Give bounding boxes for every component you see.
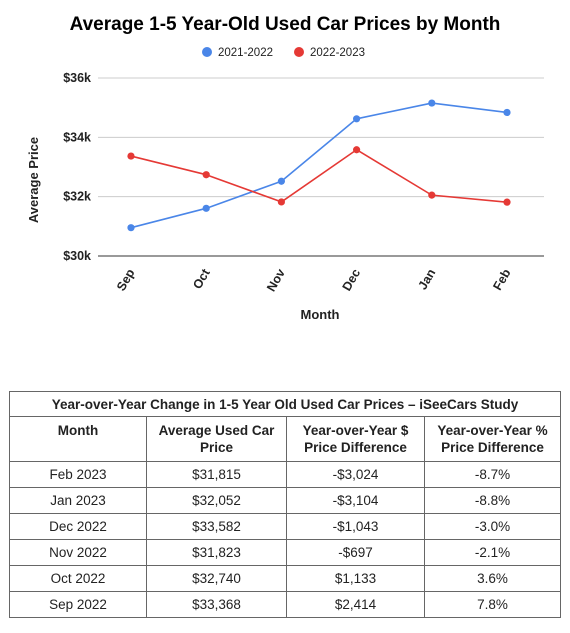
data-point — [202, 171, 210, 179]
data-point — [277, 177, 285, 185]
data-point — [127, 152, 135, 160]
table-header-month: Month — [9, 416, 147, 462]
data-point — [353, 146, 361, 154]
price-change-table: Year-over-Year Change in 1-5 Year Old Us… — [8, 391, 562, 618]
table-row: Oct 2022 $32,740 $1,133 3.6% — [9, 565, 562, 592]
data-point — [202, 204, 210, 212]
series-line — [130, 102, 508, 229]
table-row: Dec 2022 $33,582 -$1,043 -3.0% — [9, 513, 562, 540]
data-point — [277, 198, 285, 206]
table-cell-price: $33,368 — [146, 591, 287, 618]
table-cell-percent-diff: -8.8% — [423, 487, 562, 514]
table-row: Sep 2022 $33,368 $2,414 7.8% — [9, 591, 562, 618]
chart-title: Average 1-5 Year-Old Used Car Prices by … — [70, 14, 501, 35]
x-tick-label: Jan — [416, 267, 439, 293]
chart-svg: Average 1-5 Year-Old Used Car Prices by … — [26, 14, 544, 322]
data-point — [428, 99, 436, 107]
table-cell-percent-diff: 3.6% — [423, 565, 562, 592]
x-tick-label: Dec — [340, 266, 364, 293]
table-cell-price: $32,740 — [146, 565, 287, 592]
table-cell-dollar-diff: -$1,043 — [286, 513, 425, 540]
x-tick-label: Nov — [264, 266, 288, 293]
table-cell-dollar-diff: $1,133 — [286, 565, 425, 592]
y-axis-ticks: $30k $32k $34k $36k — [63, 71, 91, 263]
legend-marker — [294, 47, 304, 57]
legend-marker — [202, 47, 212, 57]
legend-label: 2021-2022 — [218, 47, 273, 59]
table-row: Feb 2023 $31,815 -$3,024 -8.7% — [9, 461, 562, 488]
chart-series — [127, 99, 511, 232]
chart-gridlines — [98, 77, 544, 257]
table-cell-percent-diff: 7.8% — [423, 591, 562, 618]
data-point — [503, 108, 511, 117]
data-point — [428, 191, 436, 199]
price-change-table-container: Year-over-Year Change in 1-5 Year Old Us… — [8, 391, 562, 618]
line-chart: Average 1-5 Year-Old Used Car Prices by … — [26, 14, 544, 322]
table-cell-month: Dec 2022 — [9, 513, 147, 540]
table-row: Jan 2023 $32,052 -$3,104 -8.8% — [9, 487, 562, 514]
table-cell-dollar-diff: $2,414 — [286, 591, 425, 618]
data-point — [503, 198, 511, 206]
legend-label: 2022-2023 — [310, 47, 365, 59]
table-cell-price: $33,582 — [146, 513, 287, 540]
table-cell-percent-diff: -3.0% — [423, 513, 562, 540]
table-cell-price: $31,823 — [146, 539, 287, 566]
table-cell-month: Nov 2022 — [9, 539, 147, 566]
table-cell-month: Oct 2022 — [9, 565, 147, 592]
series-line — [130, 148, 508, 203]
table-cell-price: $32,052 — [146, 487, 287, 514]
table-header-average-price: Average Used Car Price — [146, 416, 287, 462]
table-body: Feb 2023 $31,815 -$3,024 -8.7% Jan 2023 … — [9, 461, 562, 618]
chart-legend: 2021-2022 2022-2023 — [202, 47, 365, 59]
x-tick-label: Sep — [114, 266, 138, 293]
x-tick-label: Oct — [190, 266, 213, 292]
table-cell-dollar-diff: -$697 — [286, 539, 425, 566]
table-cell-month: Sep 2022 — [9, 591, 147, 618]
table-cell-price: $31,815 — [146, 461, 287, 488]
data-point — [127, 224, 135, 232]
y-tick-label: $36k — [63, 71, 91, 85]
table-cell-percent-diff: -2.1% — [423, 539, 562, 566]
y-tick-label: $32k — [63, 190, 91, 204]
table-cell-month: Feb 2023 — [9, 461, 147, 488]
table-header-percent-difference: Year-over-Year % Price Difference — [423, 416, 562, 462]
x-tick-label: Feb — [490, 266, 513, 293]
table-header-dollar-difference: Year-over-Year $ Price Difference — [286, 416, 425, 462]
table-cell-dollar-diff: -$3,104 — [286, 487, 425, 514]
x-axis-ticks: Sep Oct Nov Dec Jan Feb — [114, 266, 514, 294]
table-row: Nov 2022 $31,823 -$697 -2.1% — [9, 539, 562, 566]
y-axis-label: Average Price — [26, 137, 41, 223]
y-tick-label: $30k — [63, 249, 91, 263]
y-tick-label: $34k — [63, 130, 91, 144]
table-cell-month: Jan 2023 — [9, 487, 147, 514]
x-axis-label: Month — [301, 307, 340, 322]
table-cell-percent-diff: -8.7% — [423, 461, 562, 488]
data-point — [353, 115, 361, 123]
table-cell-dollar-diff: -$3,024 — [286, 461, 425, 488]
table-caption: Year-over-Year Change in 1-5 Year Old Us… — [8, 391, 562, 417]
